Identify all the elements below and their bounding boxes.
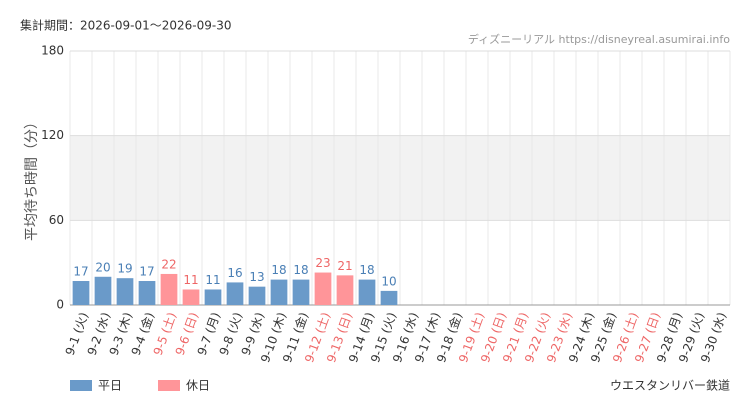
y-tick-label: 0 — [56, 298, 64, 312]
bar — [270, 279, 288, 305]
bar — [116, 278, 134, 305]
legend-label: 平日 — [98, 379, 122, 393]
footer: ウエスタンリバー鉄道 — [610, 378, 730, 393]
y-tick-label: 120 — [41, 128, 64, 142]
bar — [160, 273, 178, 305]
bar — [380, 290, 398, 305]
value-label: 13 — [249, 270, 264, 284]
bar — [204, 289, 222, 305]
value-label: 18 — [293, 263, 308, 277]
value-label: 18 — [271, 263, 286, 277]
value-label: 16 — [227, 266, 242, 280]
value-label: 21 — [337, 259, 352, 273]
bar — [72, 281, 90, 305]
bar — [292, 279, 310, 305]
value-label: 11 — [183, 273, 198, 287]
bar — [248, 286, 266, 305]
value-label: 18 — [359, 263, 374, 277]
value-label: 20 — [95, 260, 110, 274]
y-tick-label: 180 — [41, 44, 64, 58]
legend-label: 休日 — [186, 379, 210, 393]
value-label: 19 — [117, 262, 132, 276]
legend-swatch — [70, 380, 92, 391]
bar — [182, 289, 200, 305]
y-tick-label: 60 — [49, 213, 64, 227]
bar — [94, 276, 112, 305]
value-label: 22 — [161, 257, 176, 271]
bar — [226, 282, 244, 305]
value-label: 17 — [73, 265, 88, 279]
y-axis-label: 平均待ち時間（分） — [24, 115, 40, 241]
legend-swatch — [158, 380, 180, 391]
source: ディズニーリアル https://disneyreal.asumirai.inf… — [468, 32, 730, 46]
value-label: 23 — [315, 256, 330, 270]
value-label: 10 — [381, 274, 396, 288]
value-label: 17 — [139, 265, 154, 279]
bar — [358, 279, 376, 305]
chart-title: 集計期間：2026-09-01～2026-09-30 — [20, 18, 231, 33]
bar — [138, 281, 156, 305]
value-label: 11 — [205, 273, 220, 287]
bar — [336, 275, 354, 305]
bar — [314, 272, 332, 305]
